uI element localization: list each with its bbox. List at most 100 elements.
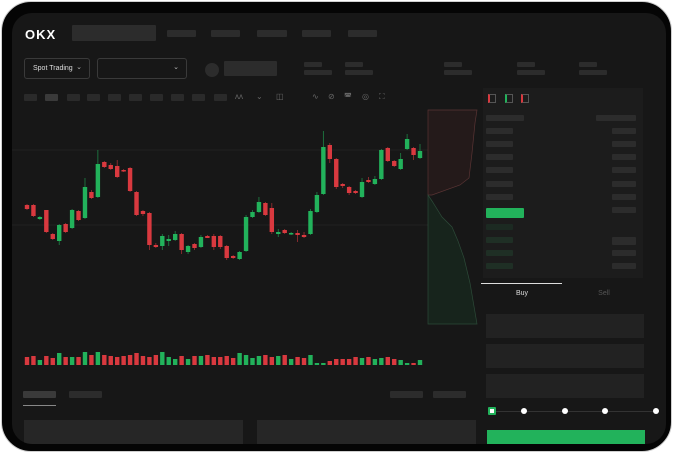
slider-step[interactable] <box>521 408 527 414</box>
timeframe-button <box>24 94 37 101</box>
volume-bar <box>379 358 384 365</box>
filter-button[interactable] <box>390 391 423 398</box>
candle-body <box>366 180 371 182</box>
nav-item[interactable] <box>211 30 240 37</box>
chart-type-icon[interactable]: ⌄ <box>256 92 263 101</box>
nav-item[interactable] <box>167 30 196 37</box>
candle-body <box>76 211 81 220</box>
tab-history[interactable] <box>69 391 102 398</box>
volume-bar <box>334 359 339 365</box>
volume-bar <box>153 355 159 365</box>
price-input[interactable] <box>486 314 644 338</box>
bid-amount <box>612 250 636 256</box>
leverage-slider-track[interactable] <box>491 411 659 412</box>
candle-body <box>314 195 320 212</box>
volume-bar <box>301 358 307 365</box>
tab-buy[interactable]: Buy <box>515 290 529 297</box>
stat-value <box>304 70 332 75</box>
volume-bar <box>211 357 217 365</box>
target-icon[interactable]: ◎ <box>362 92 369 101</box>
volume-bar <box>76 357 81 365</box>
volume-bar <box>24 357 30 365</box>
slider-step[interactable] <box>562 408 568 414</box>
stat-label <box>444 62 462 67</box>
candle-body <box>404 139 410 149</box>
candle-body <box>185 246 191 252</box>
total-input[interactable] <box>486 374 644 398</box>
volume-bar <box>57 353 62 365</box>
dropdown-label: Spot Trading <box>33 65 73 72</box>
candle-body <box>108 165 113 169</box>
volume-bar <box>50 358 55 365</box>
ruler-icon[interactable]: ⊘ <box>328 92 335 101</box>
volume-bar <box>417 360 423 365</box>
candle-body <box>224 246 229 258</box>
volume-bar <box>82 352 88 365</box>
filter-button[interactable] <box>433 391 466 398</box>
candle-body <box>172 234 178 240</box>
volume-bar <box>218 357 223 365</box>
candle-body <box>153 245 159 247</box>
ask-price <box>486 181 513 187</box>
settings-icon[interactable]: ◫ <box>276 92 284 101</box>
nav-item[interactable] <box>302 30 331 37</box>
candle-body <box>82 187 88 218</box>
orderbook-both-icon[interactable] <box>488 94 496 103</box>
stat-label <box>345 62 363 67</box>
buy-button[interactable] <box>487 430 645 444</box>
search-bar[interactable] <box>72 25 156 41</box>
volume-bar <box>237 353 242 365</box>
volume-bar <box>282 355 287 365</box>
timeframe-button <box>108 94 121 101</box>
bid-amount <box>612 239 636 245</box>
fullscreen-icon[interactable]: ⛶ <box>379 92 385 101</box>
candle-body <box>237 252 242 259</box>
candle-body <box>63 224 68 232</box>
pair-name <box>224 61 277 76</box>
candle-body <box>69 210 75 228</box>
slider-step[interactable] <box>653 408 659 414</box>
orderbook-bids-icon[interactable] <box>505 94 513 103</box>
candle-body <box>301 235 307 237</box>
nav-item[interactable] <box>257 30 287 37</box>
volume-bar <box>404 363 410 365</box>
candle-body <box>308 211 313 234</box>
market-type-dropdown[interactable]: Spot Trading ⌄ <box>24 58 90 79</box>
timeframe-button <box>67 94 80 101</box>
orderbook-asks-icon[interactable] <box>521 94 529 103</box>
candle-body <box>276 232 281 234</box>
ask-amount <box>612 128 636 134</box>
amount-input[interactable] <box>486 344 644 368</box>
ask-price <box>486 128 513 134</box>
tab-open-orders[interactable] <box>23 391 56 398</box>
volume-bar <box>166 357 171 365</box>
candle-body <box>147 213 152 245</box>
volume-bar <box>89 355 94 365</box>
line-tool-icon[interactable]: ∿ <box>312 92 319 101</box>
nav-item[interactable] <box>348 30 377 37</box>
volume-bar <box>295 357 300 365</box>
volume-bar <box>359 358 365 365</box>
candle-body <box>288 233 294 235</box>
depth-asks-area <box>427 109 478 196</box>
stat-value <box>345 70 373 75</box>
ask-amount <box>612 194 636 200</box>
candle-body <box>121 170 126 172</box>
camera-icon[interactable]: ◚ <box>344 92 352 101</box>
pair-dropdown[interactable]: ⌄ <box>97 58 187 79</box>
tab-sell[interactable]: Sell <box>598 290 610 297</box>
candle-body <box>50 234 55 239</box>
volume-bar <box>95 352 101 365</box>
slider-handle[interactable] <box>488 407 496 415</box>
volume-bar <box>69 357 75 365</box>
volume-bar <box>134 353 139 365</box>
bid-price <box>486 263 513 269</box>
candle-body <box>134 192 139 215</box>
candlestick-chart[interactable] <box>12 13 482 444</box>
indicator-icon[interactable]: ʌʌ <box>235 92 243 101</box>
timeframe-button <box>129 94 142 101</box>
active-tab-underline <box>23 405 56 406</box>
slider-step[interactable] <box>602 408 608 414</box>
volume-bar <box>37 360 43 365</box>
